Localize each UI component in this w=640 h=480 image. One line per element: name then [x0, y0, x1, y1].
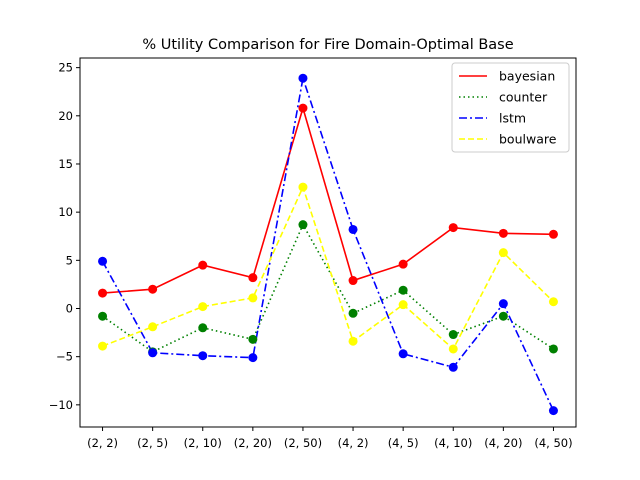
- data-point-lstm-5: [348, 224, 358, 234]
- data-point-bayesian-4: [298, 103, 308, 113]
- x-tick-label: (4, 5): [388, 436, 419, 450]
- data-point-counter-2: [198, 323, 208, 333]
- chart-title: % Utility Comparison for Fire Domain-Opt…: [142, 37, 513, 53]
- data-point-bayesian-5: [348, 276, 358, 286]
- data-point-boulware-2: [198, 302, 208, 312]
- legend-label-boulware: boulware: [499, 132, 557, 147]
- data-point-boulware-5: [348, 336, 358, 346]
- x-tick-label: (2, 5): [137, 436, 168, 450]
- y-tick-label: 15: [58, 157, 73, 171]
- y-tick-label: 10: [58, 205, 73, 219]
- data-point-counter-9: [548, 344, 558, 354]
- y-tick-label: 20: [58, 109, 73, 123]
- y-tick-label: 5: [66, 253, 73, 267]
- data-point-counter-7: [448, 330, 458, 340]
- x-tick-label: (4, 50): [534, 436, 572, 450]
- x-tick-label: (2, 20): [234, 436, 272, 450]
- x-tick-label: (2, 50): [284, 436, 322, 450]
- series-line-boulware: [102, 184, 555, 351]
- data-point-boulware-9: [548, 297, 558, 307]
- data-point-lstm-8: [498, 299, 508, 309]
- data-point-boulware-3: [248, 293, 258, 303]
- x-tick-label: (2, 2): [87, 436, 118, 450]
- series-line-counter: [102, 222, 554, 353]
- data-point-boulware-6: [398, 300, 408, 310]
- data-point-counter-3: [248, 334, 258, 344]
- data-point-lstm-9: [548, 406, 558, 416]
- data-point-boulware-0: [98, 341, 108, 351]
- data-point-bayesian-2: [198, 260, 208, 270]
- data-point-bayesian-8: [498, 228, 508, 238]
- data-point-counter-8: [498, 311, 508, 321]
- y-tick-label: −10: [49, 398, 73, 412]
- legend-label-bayesian: bayesian: [499, 69, 555, 84]
- data-point-lstm-1: [148, 348, 158, 358]
- data-point-bayesian-0: [98, 288, 108, 298]
- data-point-counter-5: [348, 308, 358, 318]
- data-point-bayesian-1: [148, 284, 158, 294]
- data-point-boulware-8: [498, 248, 508, 258]
- data-point-counter-0: [98, 311, 108, 321]
- data-point-lstm-0: [98, 256, 108, 266]
- x-tick-label: (4, 10): [434, 436, 472, 450]
- x-tick-label: (4, 20): [484, 436, 522, 450]
- data-point-lstm-4: [298, 73, 308, 83]
- data-point-bayesian-3: [248, 273, 258, 283]
- y-tick-label: 25: [58, 61, 73, 75]
- data-point-bayesian-6: [398, 259, 408, 269]
- data-point-boulware-4: [298, 182, 308, 192]
- x-tick-label: (4, 2): [338, 436, 369, 450]
- data-point-boulware-1: [148, 322, 158, 332]
- series-line-bayesian: [102, 105, 554, 294]
- legend-box: [451, 62, 570, 153]
- legend: bayesian counter lstm boulware: [451, 62, 570, 153]
- series-line-lstm: [101, 77, 555, 411]
- axis-ticks: (2, 2) (2, 5) (2, 10) (2, 20) (2, 50) (4, 2) (…: [49, 61, 573, 450]
- data-point-bayesian-9: [548, 229, 558, 239]
- data-point-lstm-3: [248, 353, 258, 363]
- x-tick-label: (2, 10): [184, 436, 222, 450]
- data-point-lstm-6: [398, 349, 408, 359]
- y-tick-label: −5: [56, 350, 73, 364]
- data-point-counter-6: [398, 285, 408, 295]
- y-tick-label: 0: [66, 301, 73, 315]
- data-point-lstm-2: [198, 351, 208, 361]
- legend-label-lstm: lstm: [499, 111, 526, 126]
- axes-frame: [79, 57, 577, 428]
- data-point-counter-4: [298, 220, 308, 230]
- plot-marks: [98, 73, 558, 416]
- legend-label-counter: counter: [499, 90, 548, 105]
- data-point-boulware-7: [448, 344, 458, 354]
- data-point-lstm-7: [448, 362, 458, 372]
- data-point-bayesian-7: [448, 223, 458, 233]
